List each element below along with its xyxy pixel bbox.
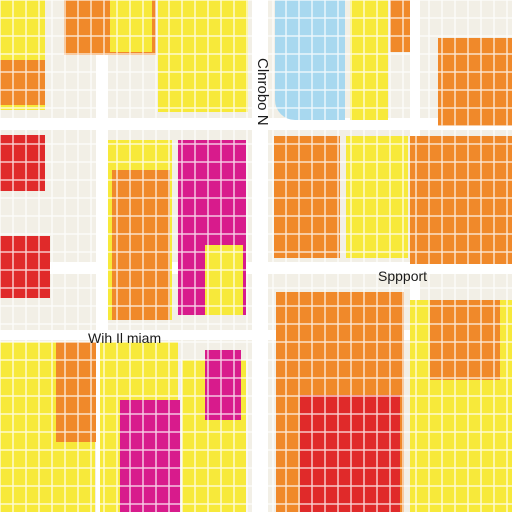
map-label-support: Sppport (378, 268, 428, 284)
map-label-north: Clnrobo N (254, 58, 271, 126)
map-label-wih: Wih Il miam (88, 330, 162, 346)
